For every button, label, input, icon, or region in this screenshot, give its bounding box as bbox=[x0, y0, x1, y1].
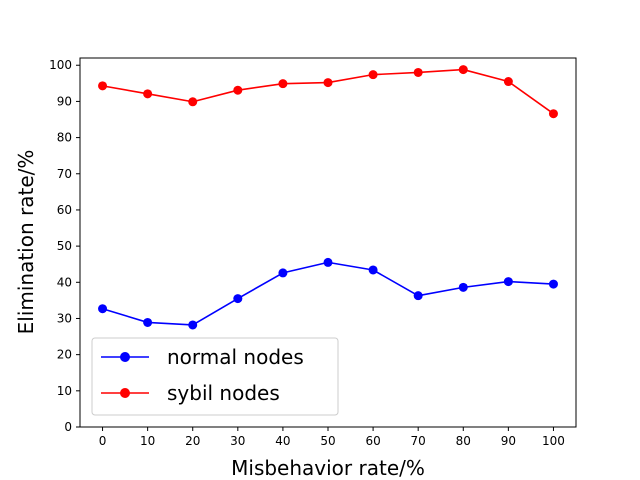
data-point-normal-nodes bbox=[458, 282, 468, 292]
data-point-sybil-nodes bbox=[233, 85, 243, 95]
y-tick-label: 40 bbox=[57, 275, 72, 289]
data-point-sybil-nodes bbox=[143, 89, 153, 99]
data-point-normal-nodes bbox=[413, 291, 423, 301]
data-point-sybil-nodes bbox=[458, 65, 468, 75]
y-tick-label: 50 bbox=[57, 239, 72, 253]
x-tick-label: 40 bbox=[275, 434, 290, 448]
x-tick-label: 10 bbox=[140, 434, 155, 448]
y-tick-label: 100 bbox=[49, 58, 72, 72]
x-tick-label: 0 bbox=[99, 434, 107, 448]
y-axis-title: Elimination rate/% bbox=[14, 150, 38, 335]
data-point-normal-nodes bbox=[233, 294, 243, 304]
y-tick-label: 90 bbox=[57, 94, 72, 108]
legend-frame bbox=[91, 337, 339, 416]
y-axis: 0 10 20 30 40 50 60 70 80 90 100 bbox=[49, 58, 80, 434]
y-tick-label: 10 bbox=[57, 384, 72, 398]
y-tick-label: 20 bbox=[57, 348, 72, 362]
data-point-sybil-nodes bbox=[188, 97, 198, 107]
data-point-normal-nodes bbox=[188, 320, 198, 330]
data-point-sybil-nodes bbox=[503, 77, 513, 87]
data-point-normal-nodes bbox=[278, 268, 288, 278]
data-point-sybil-nodes bbox=[548, 109, 558, 119]
x-axis-title: Misbehavior rate/% bbox=[231, 456, 425, 480]
legend-marker-sybil bbox=[120, 388, 130, 398]
x-tick-label: 60 bbox=[365, 434, 380, 448]
x-tick-label: 50 bbox=[320, 434, 335, 448]
legend-marker-normal bbox=[120, 352, 130, 362]
legend-label-sybil: sybil nodes bbox=[167, 381, 280, 405]
data-point-sybil-nodes bbox=[323, 78, 333, 88]
data-point-normal-nodes bbox=[368, 265, 378, 275]
x-tick-label: 70 bbox=[411, 434, 426, 448]
legend-label-normal: normal nodes bbox=[167, 345, 304, 369]
x-tick-label: 90 bbox=[501, 434, 516, 448]
data-point-normal-nodes bbox=[323, 257, 333, 267]
y-tick-label: 30 bbox=[57, 311, 72, 325]
data-point-normal-nodes bbox=[548, 279, 558, 289]
data-point-normal-nodes bbox=[143, 317, 153, 327]
y-tick-label: 80 bbox=[57, 131, 72, 145]
series-layer bbox=[98, 65, 558, 330]
legend: normal nodes sybil nodes bbox=[91, 337, 339, 416]
data-point-sybil-nodes bbox=[413, 67, 423, 77]
x-tick-label: 80 bbox=[456, 434, 471, 448]
y-tick-label: 70 bbox=[57, 167, 72, 181]
data-point-sybil-nodes bbox=[368, 70, 378, 80]
x-tick-label: 100 bbox=[542, 434, 565, 448]
data-point-sybil-nodes bbox=[278, 79, 288, 89]
x-tick-label: 20 bbox=[185, 434, 200, 448]
x-tick-label: 30 bbox=[230, 434, 245, 448]
data-point-sybil-nodes bbox=[98, 81, 108, 91]
data-point-normal-nodes bbox=[503, 277, 513, 287]
data-point-normal-nodes bbox=[98, 304, 108, 314]
x-axis: 0 10 20 30 40 50 60 70 80 90 100 bbox=[99, 427, 565, 448]
y-tick-label: 0 bbox=[64, 420, 72, 434]
y-tick-label: 60 bbox=[57, 203, 72, 217]
